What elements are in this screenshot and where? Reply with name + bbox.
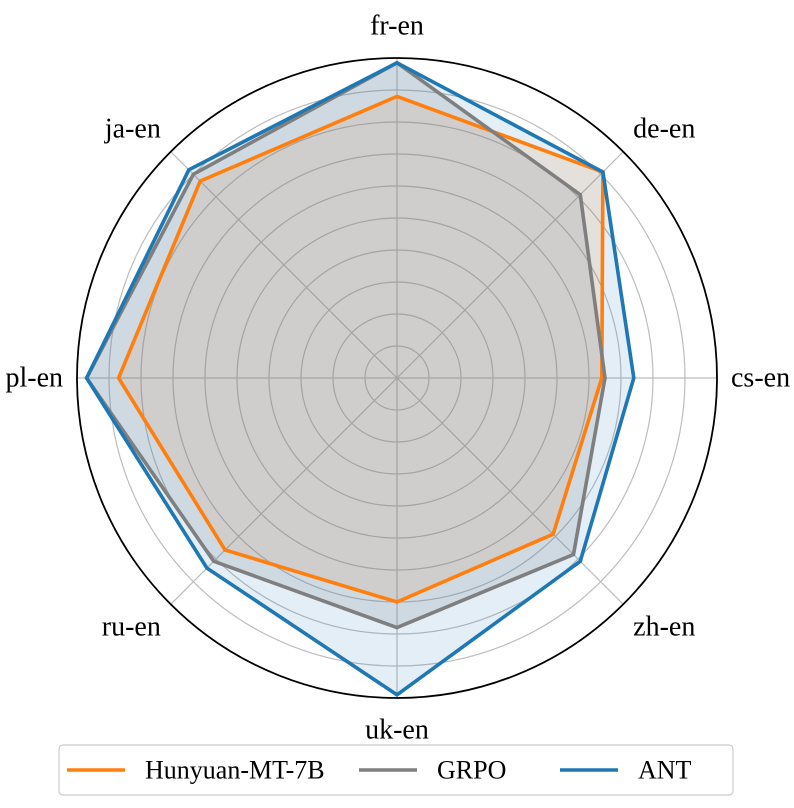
series-line-ant — [84, 60, 636, 697]
axis-label-ja-en: ja-en — [104, 114, 161, 145]
series-line-grpo — [84, 60, 607, 630]
axis-label-de-en: de-en — [633, 114, 695, 145]
axis-label-cs-en: cs-en — [731, 363, 790, 394]
grid-spoke — [396, 151, 624, 379]
radar-outer-frame — [76, 57, 718, 699]
grid-spoke — [396, 377, 624, 605]
series-fill-hunyuan-mt-7b — [118, 96, 603, 603]
outer-circle — [76, 57, 718, 699]
legend-label: ANT — [638, 756, 692, 785]
axis-label-pl-en: pl-en — [5, 363, 63, 394]
axis-label-uk-en: uk-en — [365, 715, 429, 746]
legend: Hunyuan-MT-7B GRPO ANT — [58, 744, 734, 796]
axis-label-fr-en: fr-en — [370, 11, 424, 42]
series-fill-ant — [86, 62, 634, 695]
axis-label-zh-en: zh-en — [633, 611, 695, 642]
axis-labels: fr-en de-en cs-en zh-en uk-en ru-en pl-en ja-en — [5, 11, 790, 746]
grid-spoke — [170, 377, 398, 605]
radar-grid — [77, 58, 717, 698]
radar-series — [84, 60, 636, 697]
legend-label: Hunyuan-MT-7B — [145, 756, 325, 785]
grid-spoke — [170, 151, 398, 379]
series-fill-grpo — [86, 62, 606, 628]
legend-label: GRPO — [437, 756, 506, 785]
series-line-hunyuan-mt-7b — [116, 94, 605, 604]
axis-label-ru-en: ru-en — [102, 611, 161, 642]
